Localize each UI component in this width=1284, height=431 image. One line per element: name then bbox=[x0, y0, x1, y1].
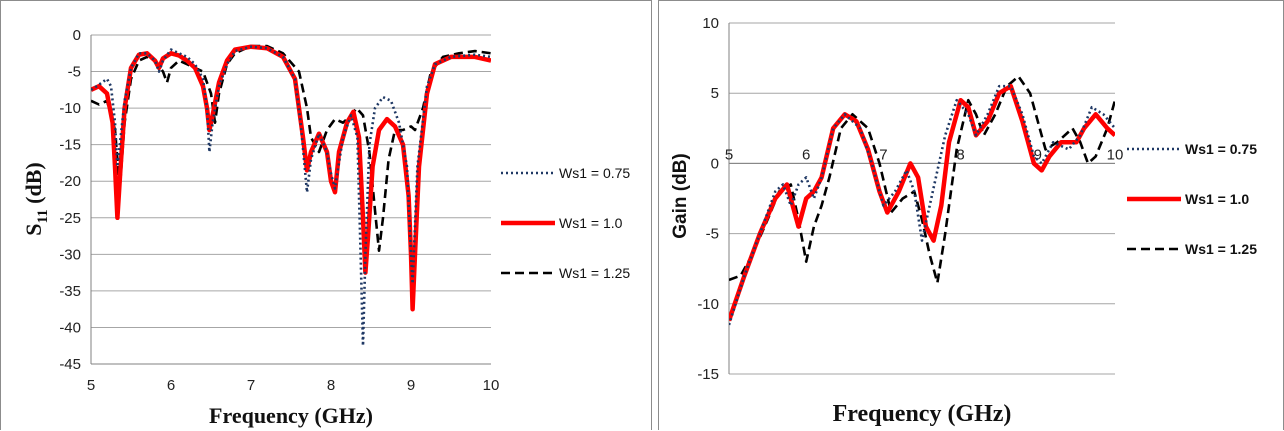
y-tick-label: -5 bbox=[706, 226, 719, 243]
series-line-ws1-0-75 bbox=[91, 45, 491, 347]
x-tick-label: 8 bbox=[327, 377, 335, 394]
series-line-ws1-1-25 bbox=[729, 75, 1115, 284]
y-tick-label: -30 bbox=[59, 246, 81, 263]
legend-label: Ws1 = 0.75 bbox=[559, 165, 630, 181]
x-tick-label: 6 bbox=[167, 377, 175, 394]
legend-label: Ws1 = 1.0 bbox=[1185, 191, 1249, 207]
series-line-ws1-0-75 bbox=[729, 84, 1115, 326]
legend-label: Ws1 = 1.25 bbox=[1185, 241, 1257, 257]
y-tick-label: -5 bbox=[68, 64, 81, 81]
x-tick-label: 7 bbox=[247, 377, 255, 394]
y-tick-label: 10 bbox=[702, 15, 719, 32]
series-line-ws1-1-0 bbox=[91, 44, 491, 312]
x-tick-label: 10 bbox=[1107, 146, 1124, 163]
y-tick-label: 0 bbox=[711, 155, 719, 172]
y-tick-label: -15 bbox=[59, 137, 81, 154]
y-tick-label: 5 bbox=[711, 85, 719, 102]
y-tick-label: -40 bbox=[59, 319, 81, 336]
gain-chart-panel: 10 5 0 -5 -10 -15 5 6 7 8 9 10 Ws1 = 0.75 Ws1 = 1.0 Ws… bbox=[658, 0, 1284, 430]
y-axis-label: Gain (dB) bbox=[670, 153, 691, 239]
x-axis-label: Frequency (GHz) bbox=[209, 403, 373, 428]
series-line-ws1-1-0 bbox=[729, 83, 1115, 322]
x-tick-label: 6 bbox=[802, 146, 810, 163]
y-tick-label: -45 bbox=[59, 356, 81, 373]
y-tick-label: 0 bbox=[73, 27, 81, 44]
x-tick-label: 8 bbox=[956, 146, 964, 163]
legend-label: Ws1 = 0.75 bbox=[1185, 141, 1257, 157]
y-tick-label: -20 bbox=[59, 173, 81, 190]
x-tick-label: 9 bbox=[1034, 146, 1042, 163]
y-tick-label: -10 bbox=[59, 100, 81, 117]
x-tick-label: 5 bbox=[87, 377, 95, 394]
y-tick-label: -10 bbox=[697, 296, 719, 313]
y-tick-label: -35 bbox=[59, 283, 81, 300]
y-tick-label: -25 bbox=[59, 210, 81, 227]
y-axis-label-subscript: 11 bbox=[35, 209, 51, 223]
y-axis-label: S11 (dB) bbox=[21, 162, 51, 236]
x-tick-label: 7 bbox=[879, 146, 887, 163]
s11-chart-panel: 0 -5 -10 -15 -20 -25 -30 -35 -40 -45 5 6 7 8 9 10 Ws1 = … bbox=[0, 0, 652, 430]
x-tick-label: 5 bbox=[725, 146, 733, 163]
s11-chart: 0 -5 -10 -15 -20 -25 -30 -35 -40 -45 5 6 7 8 9 10 Ws1 = … bbox=[21, 27, 630, 428]
y-tick-label: -15 bbox=[697, 366, 719, 383]
legend-label: Ws1 = 1.25 bbox=[559, 265, 630, 281]
y-axis-label-main: S bbox=[21, 224, 46, 236]
x-axis-label: Frequency (GHz) bbox=[833, 401, 1012, 427]
legend-label: Ws1 = 1.0 bbox=[559, 215, 623, 231]
y-axis-label-tail: (dB) bbox=[21, 162, 46, 209]
x-tick-label: 9 bbox=[407, 377, 415, 394]
x-tick-label: 10 bbox=[483, 377, 500, 394]
series-line-ws1-1-25 bbox=[91, 44, 491, 252]
